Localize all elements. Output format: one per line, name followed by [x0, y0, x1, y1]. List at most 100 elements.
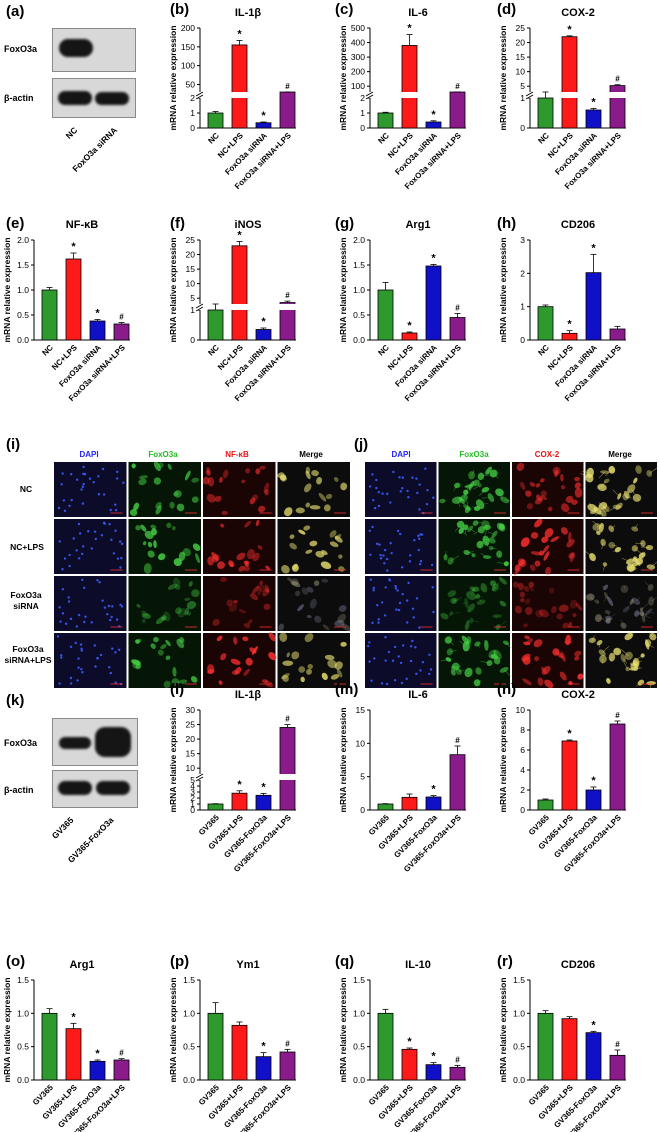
axis-break-gap	[367, 92, 373, 98]
cell-blob	[155, 616, 165, 625]
nucleus-dot	[386, 569, 389, 572]
nucleus-dot	[107, 604, 111, 608]
cell-blob	[564, 640, 573, 644]
cell-process	[467, 507, 472, 510]
nucleus-dot	[397, 608, 401, 612]
nucleus-dot	[75, 549, 78, 552]
cell-blob	[176, 638, 185, 649]
cell-blob	[338, 554, 343, 559]
cell-blob	[629, 599, 634, 605]
cell-blob	[605, 619, 611, 624]
cell-blob	[147, 550, 155, 558]
significance-mark: *	[431, 109, 436, 121]
nucleus-dot	[114, 651, 117, 654]
cell-blob	[514, 605, 523, 614]
cell-blob	[184, 470, 191, 481]
wb-k-band-actin-1	[58, 781, 92, 795]
cell-process	[580, 473, 590, 479]
axis-break-gap	[197, 92, 203, 98]
cell-blob	[534, 656, 540, 662]
panel-letter-n: (n)	[497, 681, 516, 698]
if-tile-bg	[365, 633, 437, 688]
cell-blob	[263, 603, 271, 610]
nucleus-dot	[81, 671, 84, 674]
nucleus-dot	[61, 472, 64, 475]
cell-process	[592, 511, 598, 516]
if-grid-i	[54, 462, 350, 688]
nucleus-dot	[67, 596, 70, 599]
chart-title: CD206	[561, 219, 595, 231]
cell-blob	[514, 564, 520, 572]
cell-process	[491, 547, 497, 550]
cell-process	[495, 658, 498, 661]
cell-process	[636, 497, 639, 501]
nucleus-dot	[103, 522, 106, 525]
significance-mark: *	[407, 1036, 412, 1048]
cell-blob	[150, 524, 157, 529]
bar-1	[401, 796, 418, 811]
y-tick-label: 1	[360, 108, 365, 118]
if-tile-bg	[128, 633, 201, 688]
cell-process	[475, 521, 482, 524]
cell-blob	[620, 585, 629, 593]
cell-process	[468, 639, 472, 647]
cell-blob	[297, 604, 304, 612]
if-i-col-nfkb: NF-κB	[225, 450, 249, 459]
nucleus-dot	[70, 472, 73, 476]
cell-blob	[594, 614, 602, 623]
nucleus-dot	[401, 487, 404, 490]
cell-blob	[236, 552, 246, 561]
y-tick-label: 4	[520, 765, 525, 775]
cell-process	[503, 669, 512, 678]
cell-blob	[575, 603, 583, 611]
wb-a-band-actin-2	[95, 92, 129, 105]
nucleus-dot	[384, 659, 387, 662]
cell-process	[499, 600, 504, 604]
nucleus-dot	[395, 608, 398, 611]
cell-blob	[314, 615, 322, 623]
cell-blob	[167, 583, 178, 590]
nucleus-dot	[82, 586, 86, 590]
if-row-label-sirna-lps: FoxO3a siRNA+LPS	[4, 644, 52, 665]
cell-blob	[560, 473, 564, 482]
cell-blob	[191, 589, 200, 598]
cell-blob	[571, 499, 578, 505]
cell-blob	[600, 470, 610, 474]
nucleus-dot	[389, 541, 392, 545]
cell-blob	[635, 465, 642, 474]
cell-blob	[321, 550, 328, 556]
chart-title: IL-1β	[235, 689, 262, 701]
nucleus-dot	[415, 597, 419, 600]
cell-blob	[184, 607, 189, 616]
cell-blob	[341, 623, 350, 632]
y-tick-label: 1	[520, 302, 525, 312]
cell-blob	[234, 666, 242, 675]
cell-blob	[333, 476, 339, 482]
cell-blob	[473, 679, 481, 687]
cell-blob	[552, 648, 560, 656]
cell-blob	[572, 612, 577, 618]
cell-blob	[245, 657, 253, 666]
cell-blob	[153, 636, 159, 643]
nucleus-dot	[62, 499, 66, 502]
cell-blob	[305, 470, 311, 480]
nucleus-dot	[81, 545, 85, 548]
cell-blob	[568, 531, 572, 542]
y-tick-label: 30	[186, 705, 196, 715]
significance-mark: #	[615, 1040, 620, 1049]
wb-k-blot-actin	[52, 770, 138, 808]
cell-blob	[320, 561, 332, 570]
cell-blob	[477, 526, 485, 534]
nucleus-dot	[80, 667, 83, 671]
if-i-col-merge: Merge	[299, 450, 323, 459]
cell-blob	[631, 597, 641, 605]
bar-3	[449, 754, 466, 811]
cell-blob	[222, 469, 229, 479]
nucleus-dot	[371, 621, 374, 625]
nucleus-dot	[115, 477, 119, 480]
y-tick-label: 1	[520, 93, 525, 103]
cell-blob	[631, 545, 638, 552]
panel-letter-h: (h)	[497, 215, 516, 232]
cell-blob	[268, 652, 277, 661]
cell-process	[479, 538, 486, 545]
